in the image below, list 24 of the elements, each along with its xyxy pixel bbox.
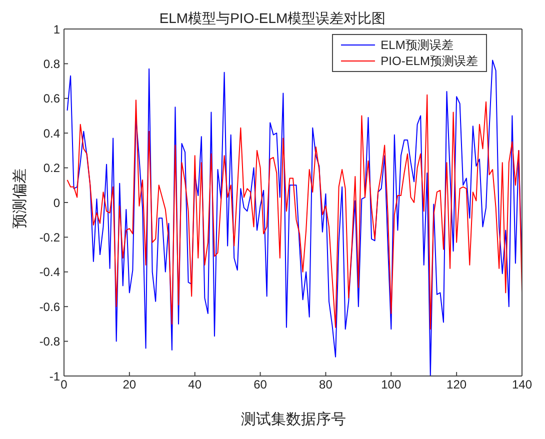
y-tick-label: -0.4 [39,265,60,280]
x-tick-label: 140 [512,378,532,392]
x-tick-label: 60 [254,378,268,392]
x-tick-label: 100 [381,378,402,392]
x-tick-label: 80 [319,378,333,392]
y-tick-label: -0.8 [39,334,60,349]
x-axis-title: 测试集数据序号 [240,410,347,429]
x-tick-label: 120 [446,378,467,392]
y-tick-label: -1 [49,369,60,384]
y-tick-label: 0.4 [43,126,60,140]
line-series [66,94,522,330]
y-tick-label: 1 [53,22,60,36]
y-axis-title: 预测偏差 [10,168,30,228]
legend-label: ELM预测误差 [380,37,454,53]
x-tick-label: 20 [122,378,136,392]
legend-label: PIO-ELM预测误差 [380,53,478,69]
y-tick-label: 0.6 [43,92,60,106]
y-tick-label: -0.2 [39,230,60,244]
y-tick-label: 0.8 [43,56,60,71]
y-tick-label: -0.6 [39,300,60,314]
x-tick-label: 40 [188,378,202,392]
y-tick-label: 0 [53,196,60,210]
y-tick-label: 0.2 [43,161,60,176]
chart-title: ELM模型与PIO-ELM模型误差对比图 [159,10,386,26]
